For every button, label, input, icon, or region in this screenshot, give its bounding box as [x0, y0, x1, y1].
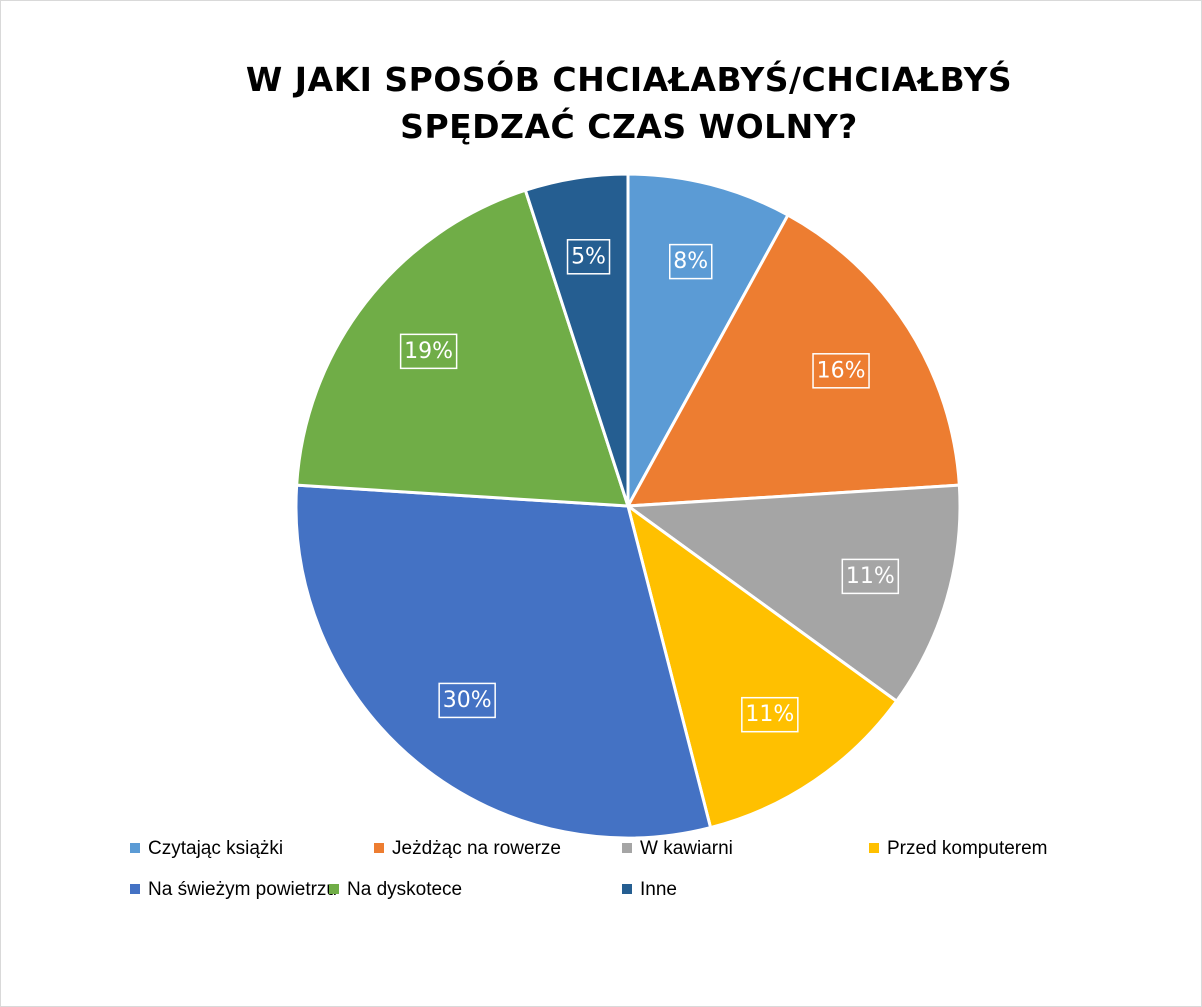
legend-label: Przed komputerem: [887, 838, 1048, 859]
svg-text:16%: 16%: [817, 358, 866, 383]
legend-swatch: [622, 884, 632, 894]
legend-swatch: [130, 884, 140, 894]
legend-swatch: [329, 884, 339, 894]
legend-item-5: Na świeżym powietrzu: [130, 879, 337, 901]
legend-label: Jeżdżąc na rowerze: [392, 838, 561, 859]
legend-swatch: [869, 843, 879, 853]
legend-item-1: Czytając książki: [130, 838, 283, 860]
pie-slice-2: [626, 213, 961, 508]
legend-item-4: Przed komputerem: [869, 838, 1048, 860]
legend-item-3: W kawiarni: [622, 838, 733, 860]
chart-title-line-2: SPĘDZAĆ CZAS WOLNY?: [400, 107, 858, 146]
legend-label: W kawiarni: [640, 838, 733, 859]
legend-label: Na świeżym powietrzu: [148, 879, 337, 900]
pie-slice-3: [626, 483, 962, 703]
legend-swatch: [622, 843, 632, 853]
data-label-4: 11%: [741, 696, 799, 733]
svg-text:8%: 8%: [673, 249, 708, 274]
legend-item-6: Na dyskotece: [329, 879, 462, 901]
data-label-3: 11%: [841, 558, 900, 595]
svg-text:19%: 19%: [404, 339, 453, 364]
legend-item-7: Inne: [622, 879, 677, 901]
svg-text:5%: 5%: [571, 244, 606, 269]
legend-item-2: Jeżdżąc na rowerze: [374, 838, 561, 860]
chart-title-line-1: W JAKI SPOSÓB CHCIAŁABYŚ/CHCIAŁBYŚ: [245, 60, 1013, 99]
legend-label: Na dyskotece: [347, 879, 463, 900]
data-label-7: 5%: [566, 239, 611, 275]
svg-text:11%: 11%: [745, 702, 794, 727]
pie-slice-6: [295, 188, 630, 508]
svg-text:30%: 30%: [443, 688, 492, 713]
data-label-6: 19%: [399, 333, 458, 370]
pie-slice-4: [626, 504, 899, 830]
pie-slice-5: [294, 483, 713, 840]
svg-text:11%: 11%: [846, 564, 895, 589]
pie-slice-7: [523, 172, 630, 508]
legend-label: Inne: [640, 879, 677, 900]
data-label-1: 8%: [668, 243, 713, 280]
legend-swatch: [130, 843, 140, 853]
chart-title: W JAKI SPOSÓB CHCIAŁABYŚ/CHCIAŁBYŚ SPĘDZ…: [1, 56, 1202, 150]
pie-slice-1: [626, 172, 790, 508]
data-label-2: 16%: [812, 353, 870, 389]
data-label-5: 30%: [438, 682, 496, 719]
legend-label: Czytając książki: [148, 838, 284, 859]
legend-swatch: [374, 843, 384, 853]
